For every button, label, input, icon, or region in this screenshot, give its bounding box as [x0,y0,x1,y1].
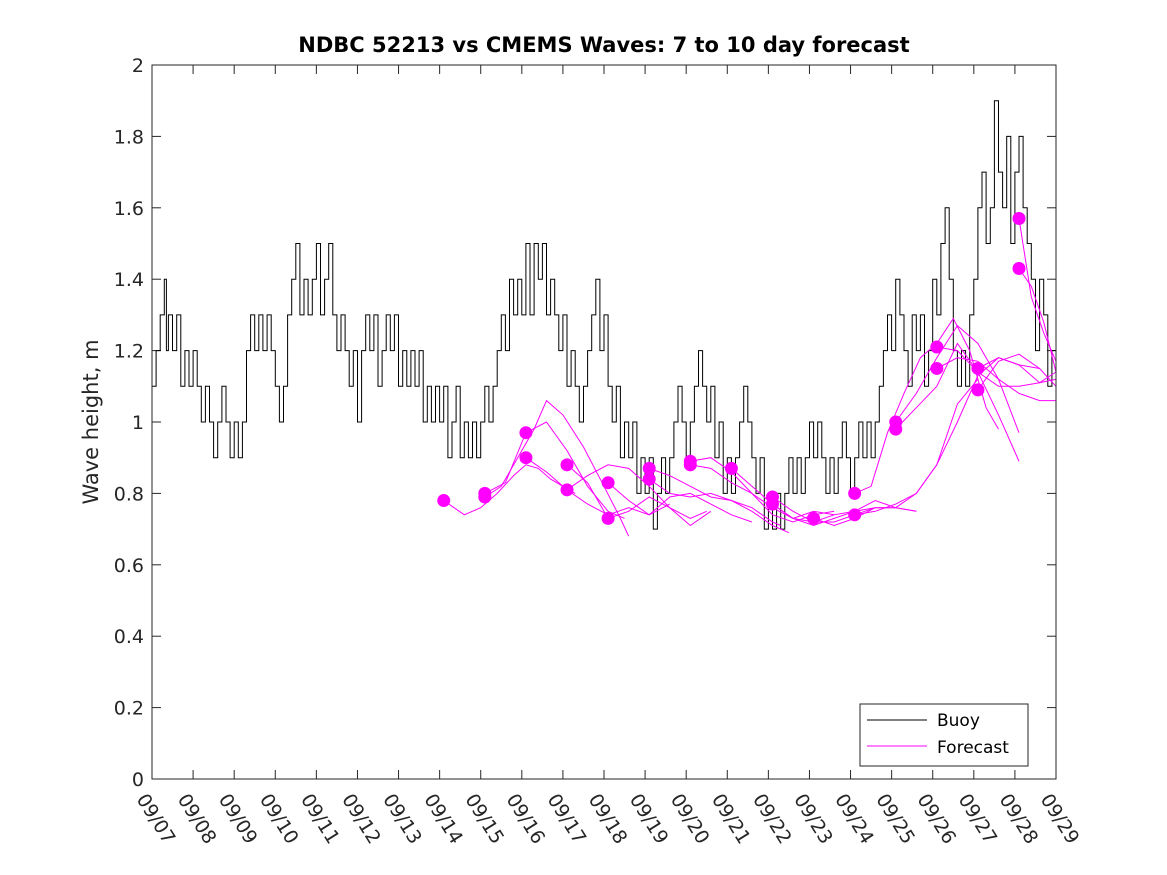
forecast-start-marker [601,476,615,490]
forecast-start-marker [889,422,903,436]
forecast-start-marker [930,361,944,375]
legend: Buoy Forecast [859,703,1029,767]
forecast-run-line [1018,268,1057,373]
buoy-series [152,100,1056,530]
forecast-run-line [772,499,917,527]
y-tick-label: 1.4 [114,269,144,291]
forecast-start-marker [437,494,451,508]
y-tick-labels: 0 0.2 0.4 0.6 0.8 1 1.2 1.4 1.6 1.8 2 [114,55,144,791]
forecast-run-line [977,353,1057,391]
forecast-run-line [895,342,1020,462]
y-tick-label: 2 [132,55,144,77]
forecast-run-line [690,464,835,519]
forecast-start-marker [1012,261,1026,275]
forecast-start-marker [478,486,492,500]
forecast-run-line [648,478,790,534]
forecast-run-line [566,464,712,527]
y-axis-label: Wave height, m [79,339,103,504]
forecast-start-marker [519,426,533,440]
forecast-run-line [443,464,576,516]
legend-box [859,703,1029,767]
plot-area [152,65,1056,779]
legend-forecast-label: Forecast [937,738,1009,758]
forecast-start-marker [971,383,985,397]
y-tick-label: 1.2 [114,341,144,363]
forecast-run-line [649,467,781,526]
forecast-start-marker [848,508,862,522]
y-tick-label: 1.6 [114,198,144,220]
y-tick-label: 0.2 [114,698,144,720]
legend-buoy-label: Buoy [937,711,980,731]
tick-marks [151,64,1057,780]
forecast-start-marker [807,511,821,525]
buoy-line [152,100,1056,530]
forecast-run-line [854,317,999,494]
y-tick-label: 1 [132,412,144,434]
forecast-start-marker [848,486,862,500]
y-tick-label: 0.6 [114,555,144,577]
forecast-start-marker [1012,212,1026,226]
forecast-markers [437,212,1026,525]
forecast-run-line [484,421,625,519]
forecast-start-marker [560,483,574,497]
y-tick-label: 0 [132,769,144,791]
forecast-run-line [936,357,1056,402]
forecast-start-marker [601,511,615,525]
forecast-run-line [566,464,707,519]
y-tick-label: 0.4 [114,626,144,648]
y-tick-label: 0.8 [114,483,144,505]
forecast-run-line [813,378,979,527]
forecast-start-marker [971,361,985,375]
forecast-run-line [977,357,1057,384]
y-tick-label: 1.8 [114,126,144,148]
forecast-start-marker [560,458,574,472]
forecast-start-marker [683,458,697,472]
forecast-start-marker [642,461,656,475]
forecast-start-marker [765,497,779,511]
forecast-start-marker [930,340,944,354]
forecast-run-line [525,457,670,516]
forecast-start-marker [519,451,533,465]
forecast-start-marker [642,472,656,486]
plot-frame [151,64,1057,780]
forecast-start-marker [724,461,738,475]
forecast-series [443,218,1057,537]
chart-title: NDBC 52213 vs CMEMS Waves: 7 to 10 day f… [298,33,909,57]
